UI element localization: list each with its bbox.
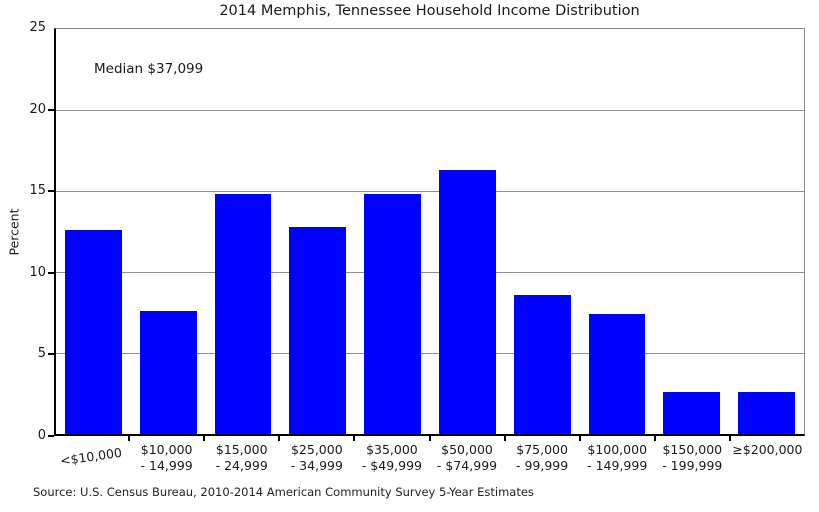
x-category-label: $15,000- 24,999 <box>215 442 268 473</box>
x-category-label: <$10,000 <box>59 444 124 469</box>
x-tick-mark <box>578 436 581 441</box>
plot-area: Median $37,099 <box>54 28 805 436</box>
bar-slot <box>729 29 804 434</box>
bar <box>139 310 197 434</box>
x-tick-mark <box>728 436 731 441</box>
bar <box>214 194 272 434</box>
x-tick-mark <box>203 436 206 441</box>
y-tick-mark <box>48 353 54 356</box>
bar <box>438 169 496 434</box>
y-tick-label: 5 <box>37 346 46 362</box>
y-tick-mark <box>48 271 54 274</box>
x-category-label: ≥$200,000 <box>732 442 803 457</box>
x-category-label: $50,000- $74,999 <box>436 442 498 473</box>
chart-title: 2014 Memphis, Tennessee Household Income… <box>219 3 640 19</box>
x-tick-mark <box>653 436 656 441</box>
bar-slot <box>430 29 505 434</box>
y-tick-mark <box>48 108 54 111</box>
bar-slot <box>131 29 206 434</box>
y-tick-label: 10 <box>29 264 46 280</box>
x-tick-mark <box>503 436 506 441</box>
bar-slot <box>355 29 430 434</box>
x-category-label: $100,000- 149,999 <box>587 442 648 473</box>
bar-slot <box>206 29 281 434</box>
x-tick-mark <box>353 436 356 441</box>
x-tick-mark <box>128 436 131 441</box>
bar <box>513 294 571 434</box>
bar-series <box>56 29 804 434</box>
gridline-20 <box>56 110 804 111</box>
bar-slot <box>654 29 729 434</box>
y-axis-label: Percent <box>6 208 22 256</box>
bar <box>64 229 122 434</box>
median-annotation: Median $37,099 <box>94 61 204 77</box>
x-axis-labels: <$10,000 $10,000- 14,999 $15,000- 24,999 $2… <box>54 442 805 474</box>
bar <box>663 391 721 434</box>
gridline-10 <box>56 272 804 273</box>
y-tick-label: 0 <box>37 428 46 443</box>
bar <box>364 194 421 434</box>
y-tick-mark <box>48 435 54 437</box>
bar-slot <box>280 29 355 434</box>
source-note: Source: U.S. Census Bureau, 2010-2014 Am… <box>33 485 534 499</box>
x-category-label: $35,000- $49,999 <box>361 442 423 473</box>
x-tick-mark <box>428 436 431 441</box>
bar-slot <box>56 29 131 434</box>
bar-slot <box>580 29 655 434</box>
bar <box>588 314 646 434</box>
y-tick-label: 20 <box>29 101 46 117</box>
gridline-5 <box>56 353 804 354</box>
y-tick-label: 25 <box>29 20 46 35</box>
x-tick-mark <box>278 436 281 441</box>
x-category-label: $25,000- 34,999 <box>290 442 343 473</box>
y-tick-label: 15 <box>29 183 46 199</box>
bar-slot <box>505 29 580 434</box>
gridline-15 <box>56 191 804 192</box>
y-tick-mark <box>48 190 54 193</box>
bar <box>289 226 347 434</box>
bar <box>738 391 795 434</box>
x-category-label: $75,000- 99,999 <box>515 442 569 473</box>
x-category-label: $150,000- 199,999 <box>662 442 723 473</box>
x-category-label: $10,000- 14,999 <box>140 442 193 473</box>
